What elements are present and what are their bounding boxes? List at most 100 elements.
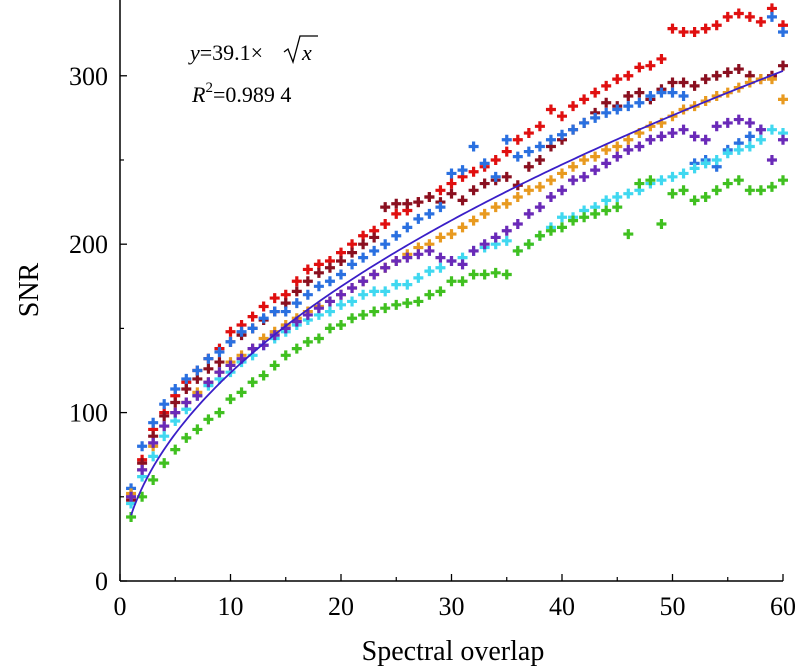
data-point <box>711 70 722 81</box>
data-point <box>313 333 324 344</box>
data-point <box>557 212 567 223</box>
data-point <box>413 296 424 307</box>
data-point <box>722 117 733 128</box>
data-point <box>380 286 391 297</box>
svg-text:y=39.1×: y=39.1× <box>188 40 263 65</box>
fit-equation-sqrt-arg: x <box>301 40 312 65</box>
data-point <box>324 306 335 317</box>
data-point <box>512 151 523 162</box>
data-point <box>148 474 159 485</box>
data-point <box>579 94 590 105</box>
data-point <box>534 181 545 192</box>
data-point <box>280 289 291 300</box>
data-point <box>623 134 634 145</box>
data-point <box>424 208 435 219</box>
data-point <box>479 208 490 219</box>
data-point <box>446 168 457 179</box>
data-point <box>678 168 689 179</box>
data-point <box>490 171 501 182</box>
data-point <box>590 87 601 98</box>
data-point <box>391 279 402 290</box>
data-point <box>313 303 324 314</box>
data-point <box>689 80 700 91</box>
data-point <box>557 168 567 179</box>
data-point <box>214 346 225 357</box>
data-point <box>501 225 512 236</box>
data-point <box>711 185 722 196</box>
data-point <box>733 8 744 19</box>
data-point <box>512 192 523 203</box>
data-point <box>126 491 137 502</box>
data-point <box>302 336 313 347</box>
sqrt-sign <box>283 35 318 65</box>
data-point <box>590 165 601 176</box>
data-point <box>601 144 612 155</box>
data-point <box>358 252 369 263</box>
data-point <box>358 230 369 241</box>
data-point <box>523 128 534 139</box>
data-point <box>468 185 479 196</box>
data-point <box>490 267 501 278</box>
data-point <box>225 394 236 405</box>
data-point <box>435 185 446 196</box>
data-point <box>291 298 302 309</box>
data-point <box>170 407 181 418</box>
data-point <box>380 239 391 250</box>
data-point <box>247 323 258 334</box>
data-point <box>391 198 402 209</box>
x-axis-title: Spectral overlap <box>362 636 545 667</box>
data-point <box>711 154 722 165</box>
data-point <box>744 185 755 196</box>
data-point <box>656 131 667 142</box>
data-point <box>159 410 170 421</box>
data-point <box>358 289 369 300</box>
data-point <box>590 151 601 162</box>
data-point <box>291 343 302 354</box>
data-point <box>700 192 711 203</box>
data-point <box>557 185 567 196</box>
data-point <box>170 444 181 455</box>
data-point <box>324 296 335 307</box>
data-point <box>479 158 490 169</box>
data-point <box>159 431 170 442</box>
data-point <box>446 229 457 240</box>
data-point <box>534 202 545 213</box>
data-point <box>181 432 192 443</box>
data-point <box>391 299 402 310</box>
data-point <box>347 239 358 250</box>
data-point <box>402 279 413 290</box>
data-point <box>656 87 667 98</box>
y-tick-label: 100 <box>69 399 108 428</box>
data-point <box>490 202 501 213</box>
data-point <box>302 289 313 300</box>
data-point <box>192 373 203 384</box>
data-point <box>590 112 601 123</box>
data-point <box>678 124 689 135</box>
data-point <box>557 129 567 140</box>
x-tick-label: 50 <box>660 592 686 621</box>
data-point <box>170 416 181 427</box>
data-point <box>667 171 678 182</box>
data-point <box>778 134 788 145</box>
data-point <box>700 158 711 169</box>
data-point <box>358 309 369 320</box>
data-point <box>645 134 656 145</box>
x-tick-label: 20 <box>328 592 354 621</box>
data-point <box>523 239 534 250</box>
data-point <box>225 326 236 337</box>
data-point <box>358 276 369 287</box>
data-point <box>413 272 424 283</box>
data-point <box>137 441 148 452</box>
data-point <box>766 124 777 135</box>
data-point <box>711 121 722 132</box>
data-point <box>413 197 424 208</box>
data-point <box>457 195 468 206</box>
data-point <box>203 377 214 388</box>
data-point <box>424 192 435 203</box>
data-point <box>302 264 313 275</box>
data-point <box>391 256 402 267</box>
data-point <box>689 26 700 37</box>
data-point <box>601 195 612 206</box>
data-point <box>247 377 258 388</box>
y-tick-label: 0 <box>95 567 108 596</box>
